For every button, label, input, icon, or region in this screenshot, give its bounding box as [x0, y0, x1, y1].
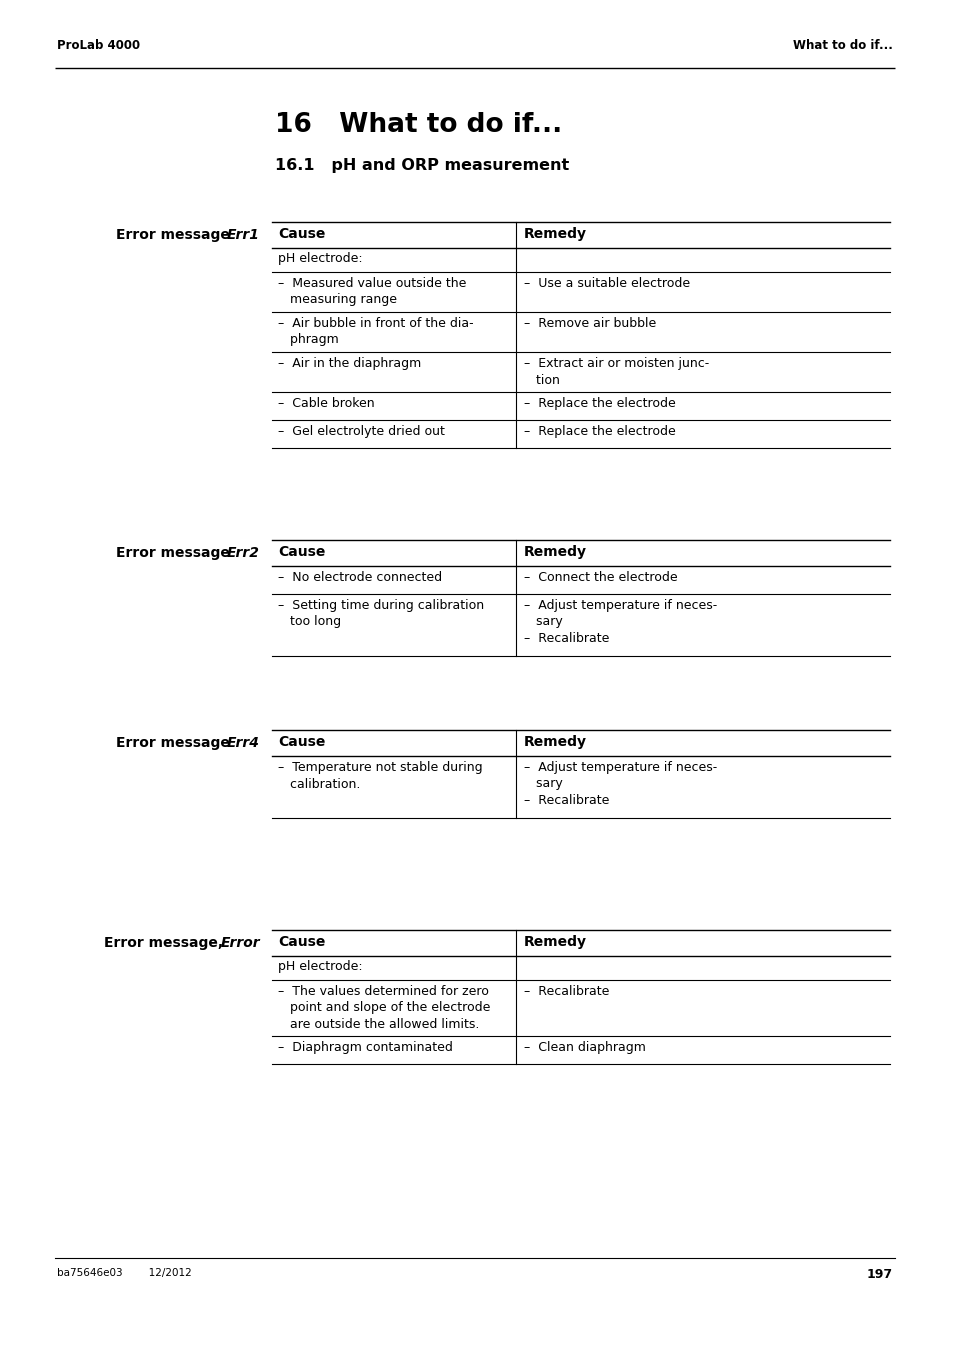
Text: Remedy: Remedy	[523, 935, 586, 948]
Text: 16   What to do if...: 16 What to do if...	[274, 112, 561, 138]
Text: Err2: Err2	[227, 546, 260, 561]
Text: –  Use a suitable electrode: – Use a suitable electrode	[523, 277, 689, 290]
Text: –  Replace the electrode: – Replace the electrode	[523, 397, 675, 409]
Text: –  The values determined for zero
   point and slope of the electrode
   are out: – The values determined for zero point a…	[277, 985, 490, 1031]
Text: Remedy: Remedy	[523, 544, 586, 559]
Text: Error message,: Error message,	[105, 936, 229, 950]
Text: ba75646e03        12/2012: ba75646e03 12/2012	[57, 1269, 192, 1278]
Text: –  Adjust temperature if neces-
   sary
–  Recalibrate: – Adjust temperature if neces- sary – Re…	[523, 598, 717, 644]
Text: –  Recalibrate: – Recalibrate	[523, 985, 609, 998]
Text: Cause: Cause	[277, 735, 325, 748]
Text: Cause: Cause	[277, 544, 325, 559]
Text: What to do if...: What to do if...	[792, 39, 892, 51]
Text: Error message: Error message	[116, 228, 234, 242]
Text: pH electrode:: pH electrode:	[277, 253, 362, 265]
Text: 197: 197	[866, 1269, 892, 1281]
Text: –  Remove air bubble: – Remove air bubble	[523, 317, 656, 330]
Text: pH electrode:: pH electrode:	[277, 961, 362, 973]
Text: Remedy: Remedy	[523, 227, 586, 240]
Text: –  Connect the electrode: – Connect the electrode	[523, 571, 677, 584]
Text: –  Gel electrolyte dried out: – Gel electrolyte dried out	[277, 426, 444, 438]
Text: –  No electrode connected: – No electrode connected	[277, 571, 441, 584]
Text: Error message: Error message	[116, 736, 234, 750]
Text: –  Measured value outside the
   measuring range: – Measured value outside the measuring r…	[277, 277, 466, 307]
Text: –  Adjust temperature if neces-
   sary
–  Recalibrate: – Adjust temperature if neces- sary – Re…	[523, 761, 717, 807]
Text: Cause: Cause	[277, 935, 325, 948]
Text: –  Air bubble in front of the dia-
   phragm: – Air bubble in front of the dia- phragm	[277, 317, 473, 346]
Text: –  Extract air or moisten junc-
   tion: – Extract air or moisten junc- tion	[523, 357, 708, 386]
Text: Err1: Err1	[227, 228, 260, 242]
Text: –  Setting time during calibration
   too long: – Setting time during calibration too lo…	[277, 598, 483, 628]
Text: Error message: Error message	[116, 546, 234, 561]
Text: –  Replace the electrode: – Replace the electrode	[523, 426, 675, 438]
Text: –  Cable broken: – Cable broken	[277, 397, 375, 409]
Text: Remedy: Remedy	[523, 735, 586, 748]
Text: –  Air in the diaphragm: – Air in the diaphragm	[277, 357, 421, 370]
Text: –  Clean diaphragm: – Clean diaphragm	[523, 1042, 645, 1054]
Text: Error: Error	[220, 936, 260, 950]
Text: –  Temperature not stable during
   calibration.: – Temperature not stable during calibrat…	[277, 761, 482, 790]
Text: Cause: Cause	[277, 227, 325, 240]
Text: Err4: Err4	[227, 736, 260, 750]
Text: ProLab 4000: ProLab 4000	[57, 39, 140, 51]
Text: 16.1   pH and ORP measurement: 16.1 pH and ORP measurement	[274, 158, 569, 173]
Text: –  Diaphragm contaminated: – Diaphragm contaminated	[277, 1042, 453, 1054]
